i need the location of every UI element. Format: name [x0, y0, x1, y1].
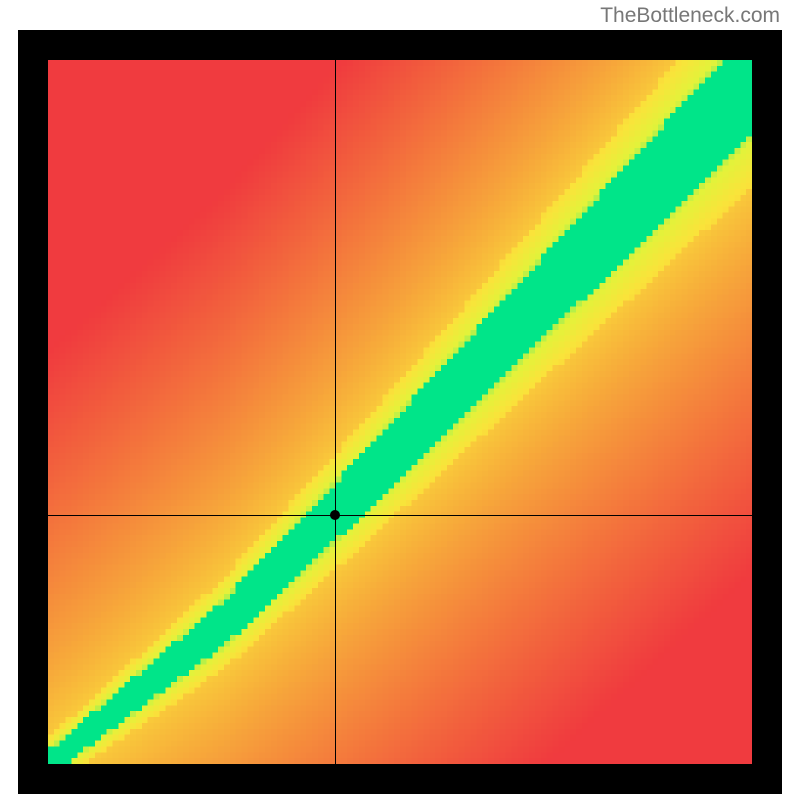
- heatmap-area: [48, 60, 752, 764]
- crosshair-marker: [330, 510, 340, 520]
- crosshair-vertical: [335, 60, 336, 764]
- watermark-text: TheBottleneck.com: [600, 4, 780, 28]
- heatmap-canvas: [48, 60, 752, 764]
- crosshair-horizontal: [48, 515, 752, 516]
- chart-container: TheBottleneck.com: [0, 0, 800, 800]
